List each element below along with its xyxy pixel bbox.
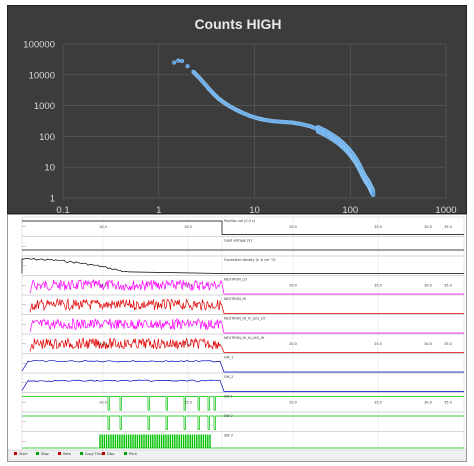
footer-bar: Start Stop Rate Copy Time Disp Print <box>8 449 466 461</box>
x-tick-labels: 0.1 1 10 100 1000 <box>56 205 456 215</box>
track-frame <box>21 353 465 374</box>
scatter-point <box>172 60 177 65</box>
footer-swatch <box>124 452 127 455</box>
x-tick-label: 35.0 <box>444 225 452 229</box>
x-tick-label: 100 <box>342 205 358 215</box>
x-tick-label: 15.0 <box>184 225 192 229</box>
track-name: NEUTRON_LO <box>224 278 247 282</box>
trace-line <box>29 317 464 334</box>
x-tick-label: 25.0 <box>374 400 382 404</box>
x-tick-label: 15.0 <box>184 342 192 346</box>
track-name: GM_1 <box>224 356 233 360</box>
y-tick-label: 10000 <box>29 70 55 81</box>
footer-label[interactable]: Start <box>19 452 28 456</box>
scatter-point <box>371 191 376 196</box>
x-tick-label: 10.0 <box>99 400 107 404</box>
x-tick-label: 20.0 <box>289 400 297 404</box>
x-tick-label: 25.0 <box>374 225 382 229</box>
x-tick-label: 10.0 <box>99 283 107 287</box>
y-tick-labels: 100000 10000 1000 100 10 1 <box>23 40 55 205</box>
y-tick-label: 100 <box>39 132 55 143</box>
x-tick-label: 35.0 <box>444 400 452 404</box>
footer-label[interactable]: Disp <box>107 452 114 456</box>
x-tick-label: 10.0 <box>99 342 107 346</box>
track-name: SW 1 <box>224 395 233 399</box>
footer-swatch <box>58 452 61 455</box>
x-tick-label: 30.0 <box>424 283 432 287</box>
track-name: SW 2 <box>224 414 233 418</box>
x-tick-label: 20.0 <box>289 225 297 229</box>
track-name: SW 3 <box>224 434 233 438</box>
trace-line <box>22 415 464 430</box>
x-tick-label: 15.0 <box>184 400 192 404</box>
x-tick-label: 25.0 <box>374 342 382 346</box>
track-name: NEUTRON_HI_hi_LEG_LO <box>224 317 266 321</box>
data-points <box>172 58 376 198</box>
x-tick-label: 10 <box>249 205 260 215</box>
trace-line <box>29 298 464 314</box>
multi-track-chart: Pos/Vac val (0.0 s) Load voltage (V) Fluxm… <box>7 214 467 462</box>
y-tick-label: 1000 <box>34 101 55 112</box>
track-name: GM_2 <box>224 375 233 379</box>
counts-high-chart: Counts HIGH 100000 10000 1000 100 10 1 0.1 1 10… <box>7 5 467 215</box>
footer-swatch <box>36 452 39 455</box>
trace-line <box>29 337 464 353</box>
trace-line <box>21 257 464 274</box>
trace-line <box>29 278 464 295</box>
x-tick-label: 0.1 <box>56 205 69 215</box>
footer-swatch <box>80 452 83 455</box>
track-frame <box>21 411 465 432</box>
y-tick-label: 100000 <box>23 40 55 51</box>
x-tick-label: 35.0 <box>444 283 452 287</box>
x-tick-label: 1 <box>156 205 161 215</box>
x-tick-label: 10.0 <box>99 225 107 229</box>
footer-label[interactable]: Print <box>129 452 137 456</box>
chart-title: Counts HIGH <box>194 16 281 32</box>
x-tick-label: 30.0 <box>424 400 432 404</box>
trace-line <box>22 220 464 235</box>
footer-label[interactable]: Copy Time <box>85 452 103 456</box>
x-tick-label: 30.0 <box>424 342 432 346</box>
footer-swatch <box>14 452 17 455</box>
x-tick-label: 20.0 <box>289 283 297 287</box>
trace-line <box>21 360 464 373</box>
scatter-point <box>179 58 185 64</box>
track-name: Load voltage (V) <box>224 239 253 243</box>
y-tick-label: 10 <box>44 163 55 174</box>
x-tick-label: 30.0 <box>424 225 432 229</box>
trace-line <box>22 396 464 411</box>
scatter-point <box>176 58 181 63</box>
x-tick-label: 20.0 <box>289 342 297 346</box>
x-tick-label: 35.0 <box>444 342 452 346</box>
track-labels: Pos/Vac val (0.0 s) Load voltage (V) Fluxm… <box>99 219 452 438</box>
x-tick-label: 15.0 <box>184 283 192 287</box>
footer-background <box>8 449 466 461</box>
footer-label[interactable]: Stop <box>41 452 49 456</box>
scatter-point <box>185 64 190 69</box>
track-frame <box>21 372 465 393</box>
x-tick-label: 25.0 <box>374 283 382 287</box>
trace-line <box>21 379 464 392</box>
footer-label[interactable]: Rate <box>63 452 71 456</box>
track-traces <box>21 220 464 449</box>
grid-lines <box>62 43 447 199</box>
footer-swatch <box>102 452 105 455</box>
track-name: NEUTRON_HI_hi_LEG_HI <box>224 336 264 340</box>
track-name: Pos/Vac val (0.0 s) <box>224 219 256 223</box>
x-tick-label: 1000 <box>435 205 456 215</box>
multi-track-svg: Pos/Vac val (0.0 s) Load voltage (V) Fluxm… <box>8 216 466 461</box>
track-frame <box>21 392 465 413</box>
y-tick-label: 1 <box>50 194 55 205</box>
track-name: Fluxmeter density (k # cm^3) <box>224 258 276 262</box>
track-name: NEUTRON_HI <box>224 297 246 301</box>
